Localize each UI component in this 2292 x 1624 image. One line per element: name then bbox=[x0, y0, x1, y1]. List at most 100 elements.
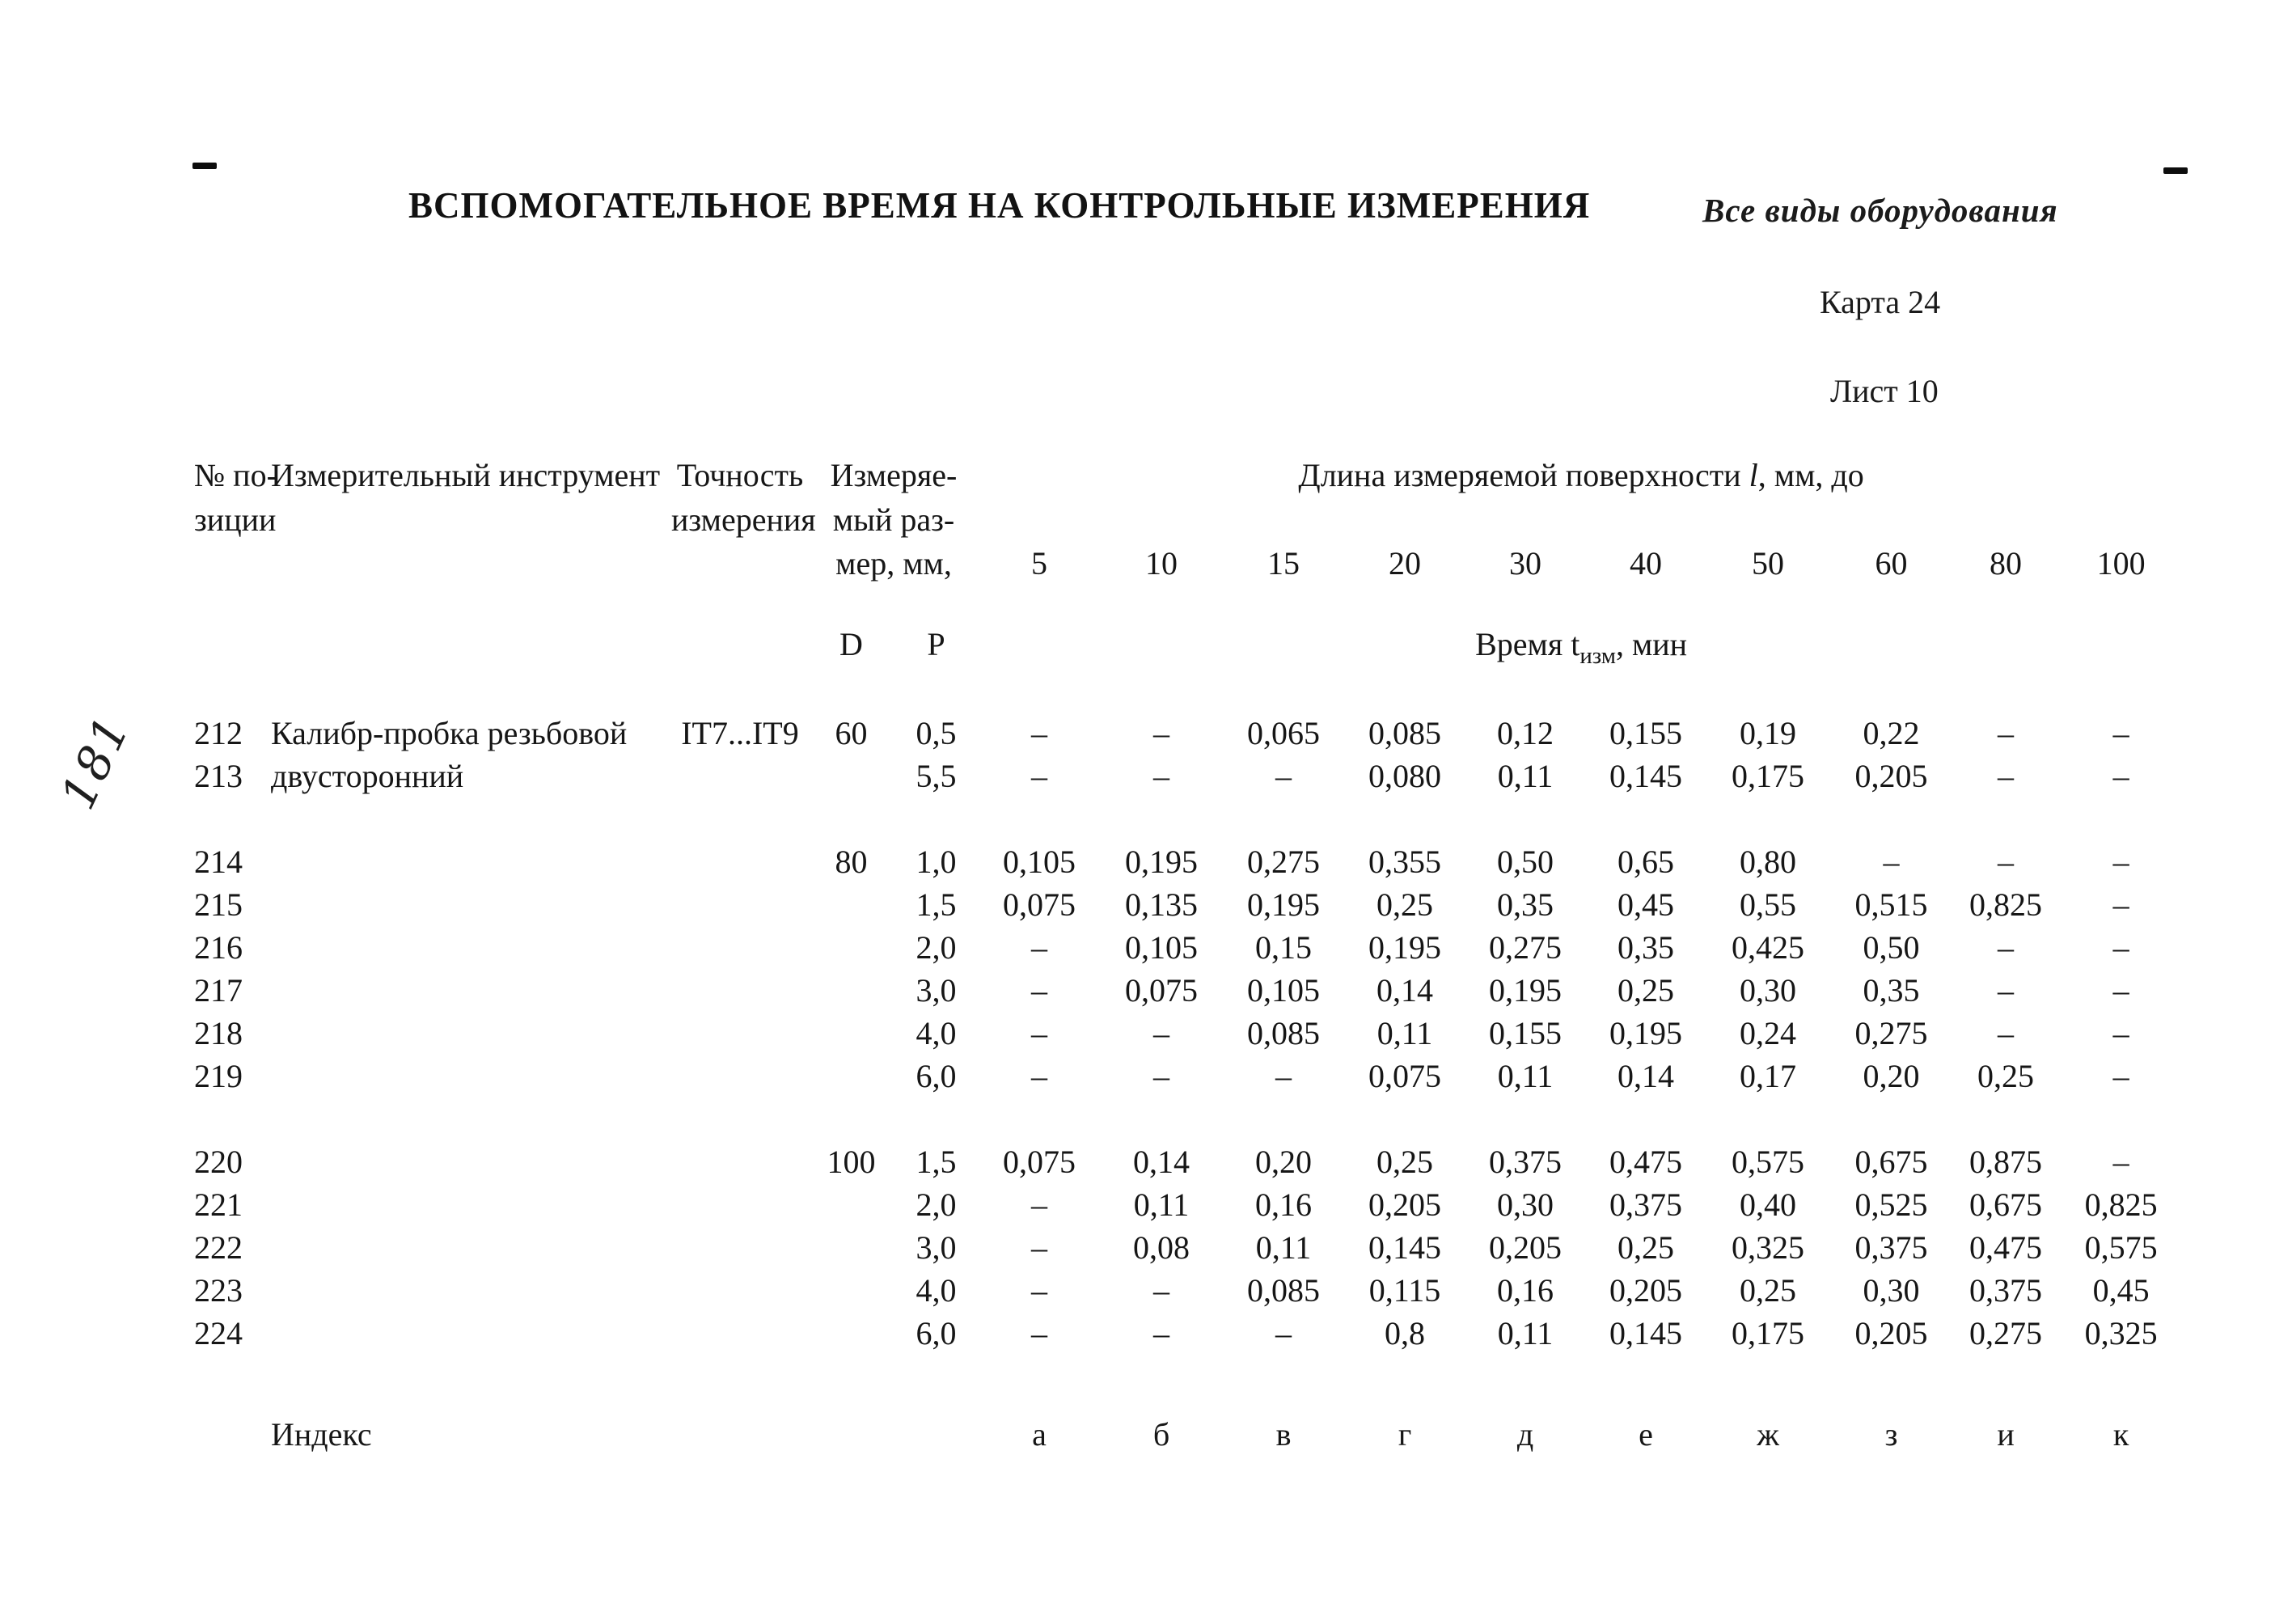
value-cell: 0,24 bbox=[1740, 1014, 1797, 1051]
accuracy-cell bbox=[671, 1012, 809, 1055]
header-length-30: 30 bbox=[1509, 545, 1542, 582]
value-cell: 0,35 bbox=[1497, 886, 1554, 923]
value-cell: 0,075 bbox=[1003, 1143, 1076, 1180]
value-cell: – bbox=[1998, 757, 2015, 794]
p-cell: 3,0 bbox=[916, 1229, 957, 1266]
value-cell: 0,205 bbox=[1609, 1271, 1683, 1309]
value-cell: 0,085 bbox=[1247, 1014, 1321, 1051]
value-cell: – bbox=[1031, 714, 1048, 751]
position-cell: 221 bbox=[194, 1186, 243, 1223]
value-cell: – bbox=[1275, 1314, 1292, 1351]
value-cell: – bbox=[1031, 1229, 1048, 1266]
accuracy-cell bbox=[671, 926, 809, 969]
p-cell: 3,0 bbox=[916, 971, 957, 1009]
value-cell: – bbox=[1153, 757, 1170, 794]
value-cell: 0,16 bbox=[1255, 1186, 1313, 1223]
instrument-cell bbox=[271, 840, 671, 883]
instrument-cell bbox=[271, 1269, 671, 1312]
value-cell: – bbox=[1153, 1271, 1170, 1309]
value-cell: 0,50 bbox=[1497, 843, 1554, 880]
value-cell: 0,08 bbox=[1133, 1229, 1190, 1266]
p-cell: 4,0 bbox=[916, 1271, 957, 1309]
value-cell: 0,30 bbox=[1740, 971, 1797, 1009]
value-cell: 0,085 bbox=[1247, 1271, 1321, 1309]
d-cell bbox=[809, 969, 894, 1012]
value-cell: – bbox=[1153, 1314, 1170, 1351]
index-row: Индекс а б в г д е ж з и к bbox=[170, 1413, 2184, 1456]
value-cell: 0,11 bbox=[1497, 757, 1554, 794]
value-cell: 0,075 bbox=[1125, 971, 1199, 1009]
header-size-line3: мер, мм, bbox=[835, 545, 952, 582]
position-cell: 223 bbox=[194, 1271, 243, 1309]
d-cell bbox=[809, 1012, 894, 1055]
table-row: 220 100 1,5 0,075 0,14 0,20 0,25 0,375 0… bbox=[170, 1140, 2184, 1183]
value-cell: 0,25 bbox=[1740, 1271, 1797, 1309]
table-row: 224 6,0 – – – 0,8 0,11 0,145 0,175 0,205… bbox=[170, 1312, 2184, 1355]
instrument-cell bbox=[271, 1183, 671, 1226]
position-cell: 217 bbox=[194, 971, 243, 1009]
value-cell: 0,35 bbox=[1863, 971, 1920, 1009]
value-cell: 0,575 bbox=[2084, 1229, 2158, 1266]
value-cell: 0,25 bbox=[1618, 1229, 1675, 1266]
value-cell: 0,425 bbox=[1732, 928, 1805, 966]
instrument-cell: двусторонний bbox=[271, 757, 464, 794]
d-cell: 60 bbox=[835, 714, 868, 751]
index-letter-cell: з bbox=[1884, 1415, 1898, 1453]
header-length-20: 20 bbox=[1389, 545, 1422, 582]
value-cell: 0,11 bbox=[1376, 1014, 1433, 1051]
index-letter-cell: и bbox=[1997, 1415, 2015, 1453]
table-row: 215 1,5 0,075 0,135 0,195 0,25 0,35 0,45… bbox=[170, 883, 2184, 926]
instrument-cell bbox=[271, 1312, 671, 1355]
value-cell: 0,45 bbox=[1618, 886, 1675, 923]
header-length-15: 15 bbox=[1267, 545, 1300, 582]
table-row: 219 6,0 – – – 0,075 0,11 0,14 0,17 0,20 … bbox=[170, 1055, 2184, 1097]
value-cell: 0,11 bbox=[1133, 1186, 1190, 1223]
length-symbol: l bbox=[1749, 456, 1758, 493]
d-cell bbox=[809, 1413, 894, 1456]
sheet-label: Лист 10 bbox=[1830, 373, 1939, 409]
value-cell: 0,12 bbox=[1497, 714, 1554, 751]
value-cell: 0,40 bbox=[1740, 1186, 1797, 1223]
value-cell: 0,20 bbox=[1863, 1057, 1920, 1094]
value-cell: – bbox=[1275, 1057, 1292, 1094]
accuracy-cell bbox=[671, 883, 809, 926]
p-cell: 1,5 bbox=[916, 1143, 957, 1180]
header-time-label: Время tизм, мин bbox=[979, 623, 2184, 712]
card-label: Карта 24 bbox=[1820, 284, 1941, 320]
value-cell: 0,80 bbox=[1740, 843, 1797, 880]
value-cell: 0,115 bbox=[1368, 1271, 1441, 1309]
table-row: 216 2,0 – 0,105 0,15 0,195 0,275 0,35 0,… bbox=[170, 926, 2184, 969]
value-cell: 0,11 bbox=[1497, 1314, 1554, 1351]
d-cell bbox=[809, 1055, 894, 1097]
p-cell: 5,5 bbox=[916, 757, 957, 794]
p-cell: 2,0 bbox=[916, 1186, 957, 1223]
position-cell: 212 bbox=[194, 714, 243, 751]
value-cell: 0,11 bbox=[1255, 1229, 1312, 1266]
value-cell: 0,145 bbox=[1609, 1314, 1683, 1351]
value-cell: 0,875 bbox=[1969, 1143, 2043, 1180]
value-cell: 0,275 bbox=[1854, 1014, 1928, 1051]
time-subscript: изм bbox=[1579, 643, 1616, 670]
header-length-60: 60 bbox=[1875, 545, 1908, 582]
value-cell: – bbox=[2112, 1143, 2129, 1180]
value-cell: 0,195 bbox=[1368, 928, 1442, 966]
index-letter-cell: к bbox=[2112, 1415, 2129, 1453]
value-cell: 0,515 bbox=[1854, 886, 1928, 923]
value-cell: 0,14 bbox=[1618, 1057, 1675, 1094]
header-position-line1: № по- bbox=[194, 456, 277, 493]
accuracy-cell bbox=[671, 840, 809, 883]
value-cell: – bbox=[1153, 1057, 1170, 1094]
p-cell: 1,0 bbox=[916, 843, 957, 880]
value-cell: 0,30 bbox=[1497, 1186, 1554, 1223]
position-cell: 222 bbox=[194, 1229, 243, 1266]
length-suffix: , мм, до bbox=[1757, 456, 1864, 493]
value-cell: 0,325 bbox=[2084, 1314, 2158, 1351]
value-cell: 0,25 bbox=[1977, 1057, 2035, 1094]
value-cell: 0,195 bbox=[1247, 886, 1321, 923]
value-cell: 0,080 bbox=[1368, 757, 1442, 794]
accuracy-cell bbox=[671, 755, 809, 797]
value-cell: 0,50 bbox=[1863, 928, 1920, 966]
value-cell: – bbox=[2112, 843, 2129, 880]
value-cell: 0,105 bbox=[1247, 971, 1321, 1009]
value-cell: 0,825 bbox=[1969, 886, 2043, 923]
